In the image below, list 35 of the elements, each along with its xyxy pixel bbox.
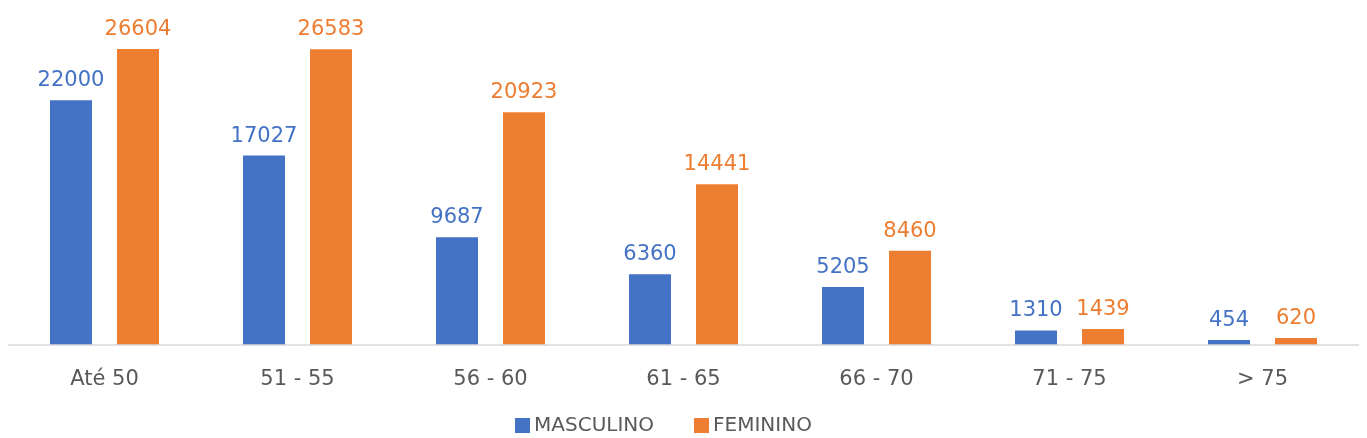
bar <box>310 49 352 345</box>
data-label: 14441 <box>683 151 751 176</box>
x-tick-label: 71 - 75 <box>1032 365 1107 390</box>
x-tick-label: > 75 <box>1237 365 1288 390</box>
bar <box>1015 330 1057 345</box>
data-label: 26583 <box>297 16 365 41</box>
data-label: 5205 <box>816 254 870 279</box>
data-label: 17027 <box>230 122 298 147</box>
bar <box>889 250 931 345</box>
bar <box>117 49 159 345</box>
data-label: 1439 <box>1076 295 1130 320</box>
data-label: 20923 <box>490 79 558 104</box>
bar <box>822 287 864 345</box>
x-tick-label: 66 - 70 <box>839 365 914 390</box>
x-tick-label: 61 - 65 <box>646 365 721 390</box>
data-label: 454 <box>1208 306 1250 331</box>
x-tick-label: 56 - 60 <box>453 365 528 390</box>
data-label: 26604 <box>104 16 172 40</box>
bar <box>436 237 478 345</box>
bar <box>50 100 92 345</box>
bar <box>1082 328 1124 345</box>
bar <box>696 184 738 345</box>
bar <box>629 274 671 345</box>
legend-label: FEMININO <box>713 412 812 436</box>
bar <box>503 112 545 345</box>
data-label: 8460 <box>883 217 937 242</box>
data-label: 9687 <box>430 204 484 229</box>
data-label: 620 <box>1275 305 1317 330</box>
data-label: 1310 <box>1009 297 1063 322</box>
data-label: 22000 <box>37 67 105 92</box>
x-tick-label: Até 50 <box>70 365 139 390</box>
x-tick-label: 51 - 55 <box>260 365 335 390</box>
legend-label: MASCULINO <box>534 412 655 436</box>
bar <box>243 155 285 345</box>
data-label: 6360 <box>623 241 677 266</box>
